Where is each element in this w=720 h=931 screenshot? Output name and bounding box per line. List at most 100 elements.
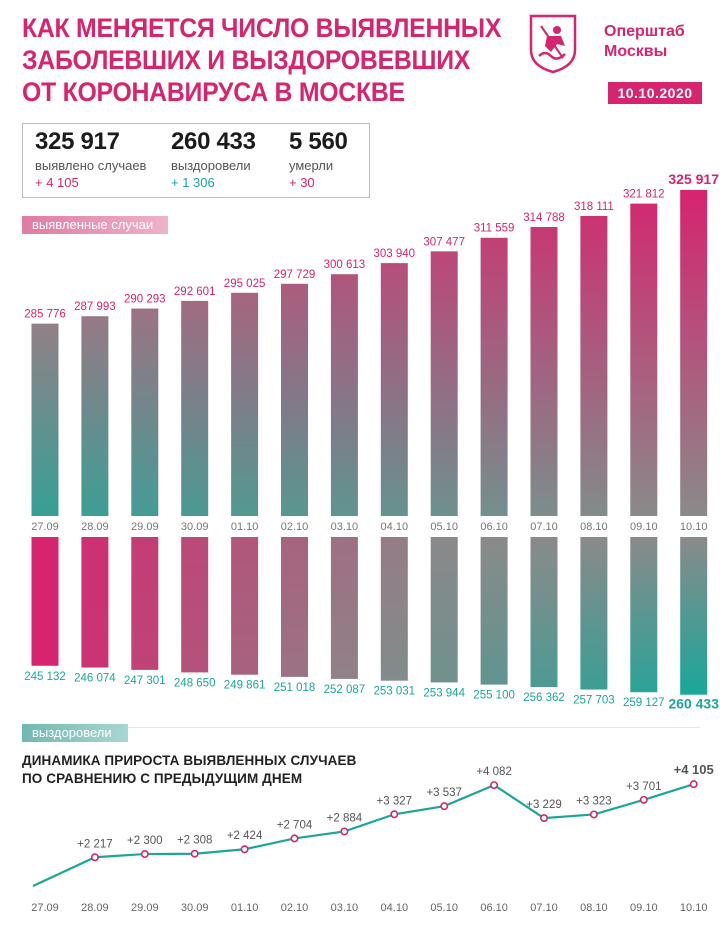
- case-value-label: 311 559: [474, 223, 515, 235]
- recovered-value-label: 248 650: [174, 677, 216, 689]
- case-value-label: 318 111: [574, 201, 614, 213]
- case-value-label: 290 293: [124, 294, 166, 306]
- increase-value-label: +3 327: [377, 795, 413, 807]
- recovered-total: 260 433: [171, 128, 256, 155]
- recovered-value-label: 256 362: [523, 692, 565, 704]
- case-value-label: 297 729: [274, 269, 316, 281]
- line-x-tick-label: 30.09: [181, 902, 209, 914]
- recovered-bar: [131, 537, 159, 670]
- recovered-bar: [81, 537, 109, 668]
- recovered-bar: [580, 537, 608, 690]
- recovered-value-label: 246 074: [74, 673, 116, 685]
- case-bar: [81, 316, 109, 516]
- brand-name: Оперштаб Москвы: [604, 22, 685, 62]
- recovered-bar: [530, 537, 558, 687]
- date-tick-label: 01.10: [231, 521, 259, 533]
- date-badge: 10.10.2020: [608, 82, 702, 104]
- line-title-2: ПО СРАВНЕНИЮ С ПРЕДЫДУЩИМ ДНЕМ: [22, 771, 303, 786]
- increase-value-label: +3 701: [626, 781, 662, 793]
- increase-point: [440, 802, 449, 811]
- date-tick-label: 02.10: [281, 521, 309, 533]
- recovered-bar: [181, 537, 209, 673]
- recovered-label: выздоровели: [171, 158, 251, 173]
- case-value-label: 295 025: [224, 278, 266, 290]
- recovered-bar: [430, 537, 458, 683]
- increase-point: [90, 853, 99, 862]
- case-bar: [580, 215, 608, 517]
- date-tick-label: 05.10: [430, 521, 458, 533]
- case-value-label: 314 788: [523, 212, 565, 224]
- line-x-tick-label: 05.10: [430, 902, 458, 914]
- line-x-tick-label: 28.09: [81, 902, 109, 914]
- increase-value-label: +2 308: [177, 835, 213, 847]
- line-title-1: ДИНАМИКА ПРИРОСТА ВЫЯВЛЕННЫХ СЛУЧАЕВ: [22, 753, 357, 768]
- increase-point: [240, 845, 249, 854]
- cases-label: выявлено случаев: [35, 158, 147, 173]
- date-tick-label: 27.09: [31, 521, 59, 533]
- recovered-section-label: выздоровели: [22, 724, 128, 742]
- increase-value-label: +4 082: [476, 766, 512, 778]
- case-bar: [330, 274, 358, 516]
- recovered-bar: [380, 537, 408, 681]
- recovered-value-label: 251 018: [274, 682, 316, 694]
- line-x-tick-label: 29.09: [131, 902, 159, 914]
- recovered-bar: [281, 537, 308, 677]
- recovered-value-label: 260 433: [668, 696, 719, 712]
- date-tick-label: 04.10: [381, 521, 409, 533]
- date-tick-label: 08.10: [580, 521, 608, 533]
- increase-point: [340, 827, 349, 836]
- increase-value-label: +2 424: [227, 830, 263, 842]
- title-line-3: ОТ КОРОНАВИРУСА В МОСКВЕ: [22, 77, 405, 107]
- increase-line: [32, 783, 695, 887]
- increase-point: [639, 795, 648, 804]
- date-tick-label: 03.10: [331, 521, 359, 533]
- date-tick-label: 30.09: [181, 521, 209, 533]
- deaths-label: умерли: [289, 158, 334, 173]
- brand-line-1: Оперштаб: [604, 23, 685, 40]
- case-value-label: 325 917: [668, 171, 719, 187]
- line-chart-title: ДИНАМИКА ПРИРОСТА ВЫЯВЛЕННЫХ СЛУЧАЕВ ПО …: [22, 752, 356, 788]
- date-tick-label: 06.10: [480, 521, 508, 533]
- case-value-label: 307 477: [423, 236, 465, 248]
- line-x-tick-label: 04.10: [381, 902, 409, 914]
- title-line-1: КАК МЕНЯЕТСЯ ЧИСЛО ВЫЯВЛЕННЫХ: [22, 13, 502, 43]
- case-bar: [131, 308, 159, 516]
- title-line-2: ЗАБОЛЕВШИХ И ВЫЗДОРОВЕВШИХ: [22, 45, 471, 75]
- recovered-value-label: 259 127: [623, 697, 665, 709]
- increase-value-label: +4 105: [674, 762, 714, 777]
- increase-value-label: +2 704: [277, 819, 313, 831]
- case-bar: [680, 189, 708, 516]
- recovered-bar: [680, 537, 708, 695]
- recovered-value-label: 257 703: [573, 695, 615, 707]
- recovered-bar: [630, 537, 658, 693]
- case-bar: [530, 226, 558, 516]
- case-value-label: 285 776: [24, 309, 66, 321]
- line-x-tick-label: 09.10: [630, 902, 658, 914]
- date-tick-label: 28.09: [81, 521, 109, 533]
- deaths-delta: + 30: [289, 175, 315, 190]
- summary-box: 325 917 выявлено случаев + 4 105 260 433…: [22, 123, 370, 198]
- line-x-tick-label: 27.09: [31, 902, 59, 914]
- increase-point: [140, 850, 149, 859]
- case-bar: [380, 263, 408, 516]
- summary-deaths: 5 560 умерли + 30: [289, 128, 348, 190]
- recovered-bar: [480, 537, 508, 685]
- increase-value-label: +3 229: [526, 799, 562, 811]
- date-tick-label: 10.10: [680, 521, 708, 533]
- date-tick-label: 07.10: [530, 521, 558, 533]
- increase-value-label: +2 884: [327, 812, 363, 824]
- increase-point: [589, 810, 598, 819]
- case-bar: [430, 251, 458, 516]
- cases-total: 325 917: [35, 128, 120, 155]
- recovered-value-label: 252 087: [324, 684, 366, 696]
- line-x-tick-label: 01.10: [231, 902, 259, 914]
- line-x-tick-label: 06.10: [480, 902, 508, 914]
- increase-point: [689, 780, 698, 789]
- case-bar: [281, 283, 308, 516]
- cases-section-label: выявленные случаи: [22, 216, 168, 234]
- increase-point: [539, 814, 548, 823]
- increase-value-label: +3 323: [576, 795, 612, 807]
- recovered-bar: [231, 537, 259, 675]
- case-bar: [181, 300, 209, 516]
- recovered-value-label: 247 301: [124, 675, 166, 687]
